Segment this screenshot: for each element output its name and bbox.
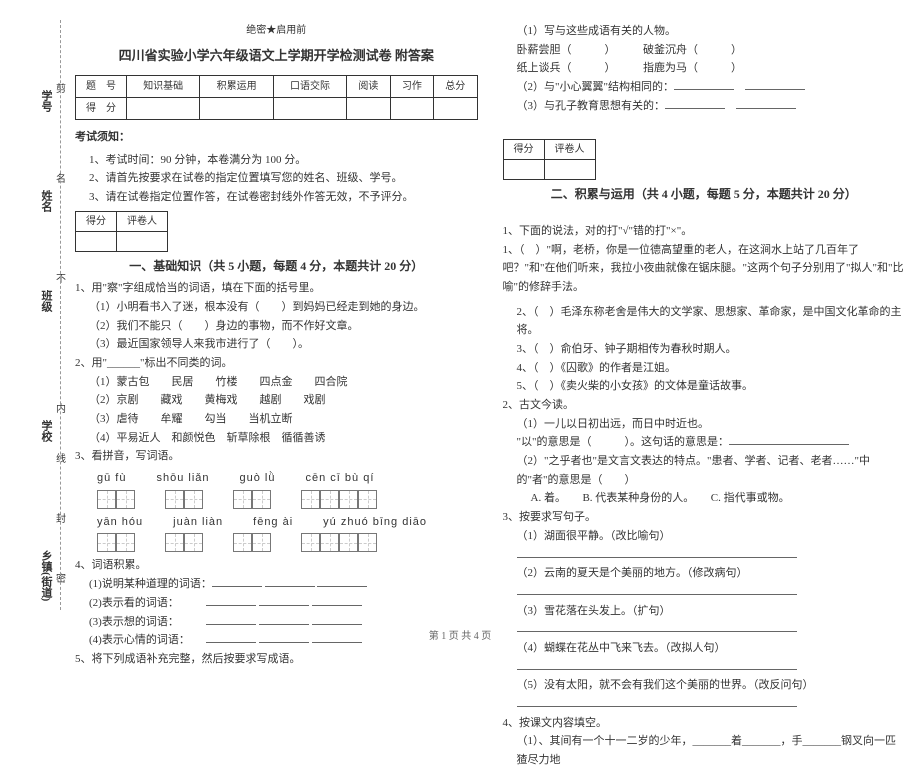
section-score: 得分评卷人	[75, 211, 168, 252]
exam-title: 四川省实验小学六年级语文上学期开学检测试卷 附答案	[75, 45, 478, 67]
right-column: （1）写与这些成语有关的人物。 卧薪尝胆（ ） 破釜沉舟（ ） 纸上谈兵（ ） …	[503, 22, 906, 770]
section2-title: 二、积累与运用（共 4 小题，每题 5 分，本题共计 20 分）	[503, 184, 906, 204]
notice-head: 考试须知：	[75, 128, 478, 147]
page-footer: 第 1 页 共 4 页	[0, 627, 920, 642]
section2-score: 得分评卷人	[503, 139, 596, 180]
score-table: 题 号知识基础积累运用口语交际阅读习作总分得 分	[75, 75, 478, 120]
left-column: 绝密★启用前 四川省实验小学六年级语文上学期开学检测试卷 附答案 题 号知识基础…	[75, 22, 478, 770]
header-tag: 绝密★启用前	[75, 22, 478, 39]
section1-title: 一、基础知识（共 5 小题，每题 4 分，本题共计 20 分）	[75, 256, 478, 276]
